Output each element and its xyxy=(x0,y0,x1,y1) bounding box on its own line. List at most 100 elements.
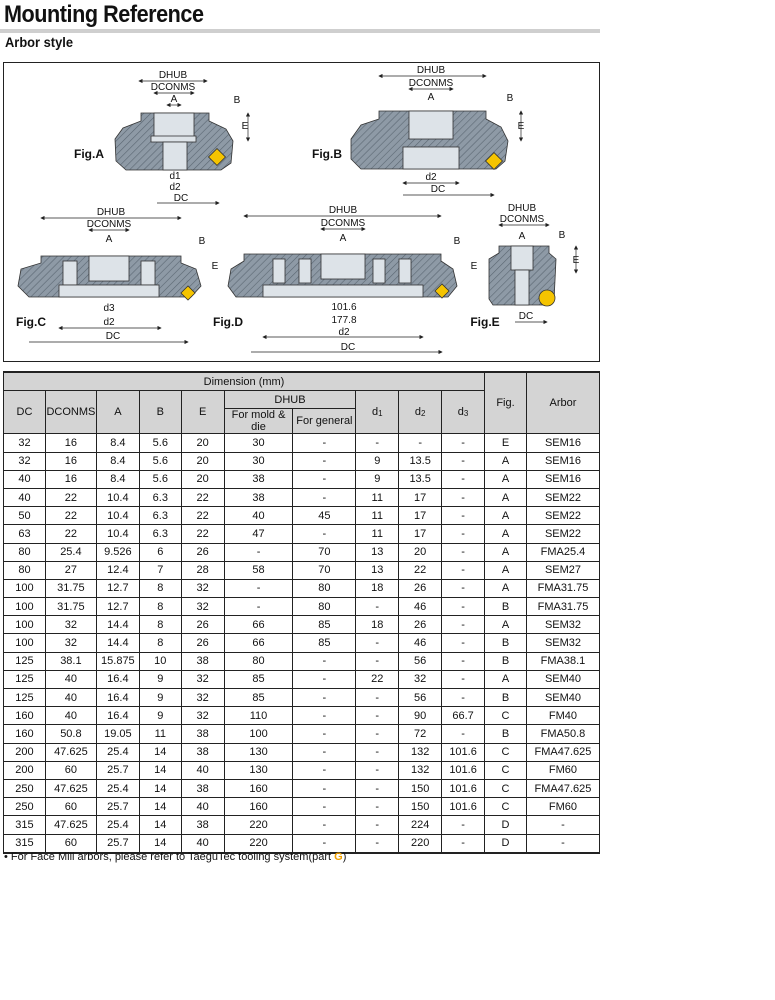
table-cell: 32 xyxy=(44,633,97,653)
fig-a-label: Fig.A xyxy=(74,147,104,161)
table-row: 125 40 16.4 9 32 85- -56- B SEM40 xyxy=(3,687,601,708)
dim-label: DC xyxy=(106,331,120,342)
table-cell: 22 xyxy=(44,487,97,508)
table-cell: 80 xyxy=(292,597,357,617)
table-cell: 32 xyxy=(398,669,443,690)
table-cell: 101.6 xyxy=(441,778,486,799)
table-cell: 17 xyxy=(398,524,443,544)
table-row: 50 22 10.4 6.3 22 40 45 11 17- A SEM22 xyxy=(3,506,601,526)
table-cell: 70 xyxy=(292,560,357,580)
table-cell: 28 xyxy=(180,560,225,580)
dim-label: d2 xyxy=(103,317,115,328)
dim-label: A xyxy=(171,94,178,105)
table-cell: - xyxy=(441,615,486,635)
table-cell: - xyxy=(441,433,486,453)
table-cell: SEM16 xyxy=(525,469,601,489)
table-cell: 40 xyxy=(44,669,97,690)
table-row: 100 32 14.4 8 26 66 85 18 26- A SEM32 xyxy=(3,615,601,635)
table-cell: 32 xyxy=(180,669,225,690)
dim-label: DC xyxy=(519,311,533,322)
table-cell: 16.4 xyxy=(95,706,140,726)
dim-label: DCONMS xyxy=(151,82,196,93)
dim-label: A xyxy=(106,234,113,245)
table-cell: 100 xyxy=(223,724,294,744)
table-cell: - xyxy=(355,760,400,780)
table-cell: 9 xyxy=(138,706,182,726)
table-cell: - xyxy=(441,506,486,526)
table-cell: 8.4 xyxy=(95,433,140,453)
table-cell: 8.4 xyxy=(95,469,140,489)
table-cell: 66.7 xyxy=(441,706,486,726)
table-cell: 26 xyxy=(398,615,443,635)
table-cell: 80 xyxy=(223,651,294,671)
table-row: 125 38.1 15.875 10 38 80- -56- B FMA38.1 xyxy=(3,651,601,671)
table-cell: 32 xyxy=(3,451,46,471)
table-cell: 16 xyxy=(44,469,97,489)
table-cell: 32 xyxy=(180,687,225,708)
table-cell: 130 xyxy=(223,760,294,780)
table-cell: 40 xyxy=(3,487,46,508)
table-cell: D xyxy=(484,833,527,854)
table-cell: 25.7 xyxy=(95,833,140,854)
table-cell: - xyxy=(441,487,486,508)
section-subtitle: Arbor style xyxy=(5,34,74,50)
table-cell: FM40 xyxy=(525,706,601,726)
table-cell: 30 xyxy=(223,433,294,453)
dim-label: d2 xyxy=(169,182,181,193)
table-cell: 38 xyxy=(223,487,294,508)
fig-b-diagram xyxy=(350,110,509,171)
dim-label: A xyxy=(340,233,347,244)
table-cell: 22 xyxy=(398,560,443,580)
dim-label: B xyxy=(234,95,241,106)
table-cell: 130 xyxy=(223,742,294,762)
dim-label: d2 xyxy=(338,327,350,338)
table-cell: 16 xyxy=(44,451,97,471)
table-cell: 10.4 xyxy=(95,487,140,508)
table-row: 32 16 8.4 5.6 20 30-9 13.5- A SEM16 xyxy=(3,451,601,471)
table-cell: 20 xyxy=(180,469,225,489)
table-cell: 27 xyxy=(44,560,97,580)
table-cell: 56 xyxy=(398,651,443,671)
table-cell: A xyxy=(484,578,527,599)
table-cell: 9 xyxy=(355,469,400,489)
table-cell: 14 xyxy=(138,778,182,799)
table-cell: SEM32 xyxy=(525,615,601,635)
table-cell: SEM40 xyxy=(525,669,601,690)
table-cell: 47 xyxy=(223,524,294,544)
table-cell: 66 xyxy=(223,633,294,653)
table-cell: 11 xyxy=(355,506,400,526)
table-cell: 38 xyxy=(180,815,225,835)
table-cell: B xyxy=(484,724,527,744)
group-header: Dimension (mm) xyxy=(2,371,486,392)
table-cell: SEM22 xyxy=(525,524,601,544)
table-cell: FMA25.4 xyxy=(525,542,601,562)
table-cell: 100 xyxy=(3,633,46,653)
table-cell: 10.4 xyxy=(95,524,140,544)
table-cell: - xyxy=(355,433,400,453)
table-cell: 40 xyxy=(180,760,225,780)
dim-label: A xyxy=(519,231,526,242)
col-dc: DC xyxy=(3,390,46,435)
table-cell: A xyxy=(484,524,527,544)
table-row: 100 31.75 12.7 8 32-80 18 26- A FMA31.75 xyxy=(3,578,601,599)
table-cell: - xyxy=(292,797,357,817)
table-cell: - xyxy=(292,524,357,544)
table-cell: - xyxy=(441,669,486,690)
fig-d-diagram xyxy=(227,253,458,299)
table-cell: - xyxy=(355,778,400,799)
table-cell: - xyxy=(292,760,357,780)
table-cell: - xyxy=(355,597,400,617)
table-cell: - xyxy=(441,687,486,708)
table-cell: 12.7 xyxy=(95,578,140,599)
table-cell: - xyxy=(223,578,294,599)
table-row: 315 60 25.7 14 40 220- -220- D - xyxy=(3,833,601,854)
table-cell: 8 xyxy=(138,633,182,653)
table-cell: B xyxy=(484,633,527,653)
dim-label: DCONMS xyxy=(500,214,545,225)
table-row: 80 25.4 9.526 6 26-70 13 20- A FMA25.4 xyxy=(3,542,601,562)
col-e: E xyxy=(180,390,225,435)
table-cell: 60 xyxy=(44,797,97,817)
table-cell: C xyxy=(484,706,527,726)
table-cell: 9 xyxy=(138,669,182,690)
table-cell: 90 xyxy=(398,706,443,726)
